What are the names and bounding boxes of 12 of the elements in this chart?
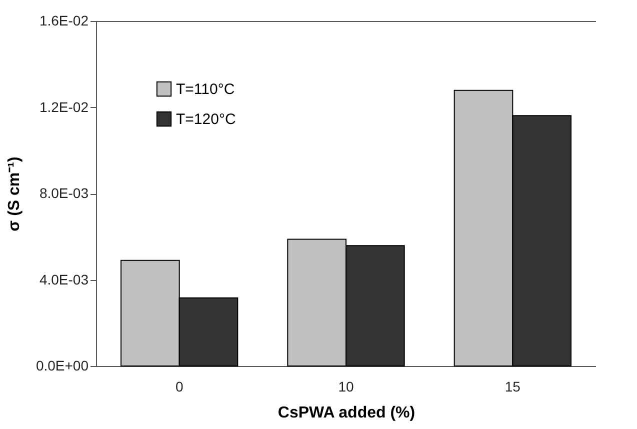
x-tick-label: 15	[504, 378, 521, 394]
legend-label: T=120°C	[176, 111, 236, 128]
legend-label: T=110°C	[176, 81, 235, 98]
x-tick-label: 0	[175, 378, 184, 394]
y-tick-label: 1.2E-02	[39, 98, 89, 115]
x-tick-label: 10	[338, 378, 354, 394]
y-axis-title: σ (S cm⁻¹)	[6, 156, 23, 232]
y-tick-label: 1.6E-02	[39, 12, 89, 28]
y-tick-label: 4.0E-03	[39, 271, 89, 288]
y-tick-label: 8.0E-03	[39, 185, 89, 201]
y-tick-label: 0.0E+00	[36, 358, 89, 374]
x-axis-title: CsPWA added (%)	[278, 404, 416, 422]
